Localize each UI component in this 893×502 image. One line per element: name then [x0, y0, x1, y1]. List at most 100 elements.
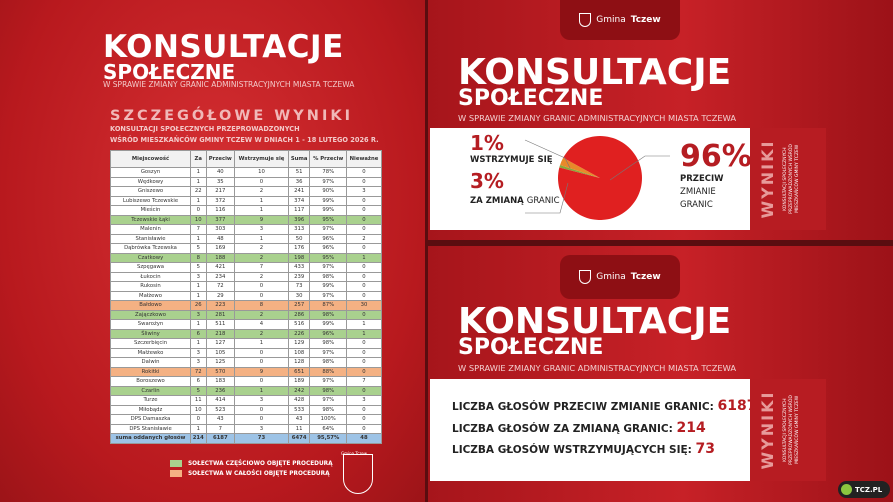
table-cell: 5	[190, 385, 207, 396]
table-row: DPS Stanisławie 1 7 3 11 64% 0	[109, 423, 383, 434]
total-cell: 6187	[205, 433, 236, 444]
label-against-3: GRANIC	[680, 200, 713, 210]
table-cell: 217	[205, 186, 236, 197]
table-cell: 10	[190, 404, 207, 415]
table-cell: 1	[234, 195, 289, 206]
table-cell: 0	[345, 224, 383, 235]
table-cell: 1	[190, 290, 207, 301]
table-cell: 78%	[309, 167, 347, 178]
table-cell: 0	[345, 205, 383, 216]
table-cell: DPS Damaszka	[109, 414, 192, 425]
table-cell: 0	[234, 376, 289, 387]
strip-line: MIESZKAŃCÓW GMINY TCZEW	[795, 144, 800, 214]
table-cell: 6	[190, 328, 207, 339]
legend-swatch	[170, 460, 182, 467]
table-cell: 11	[190, 395, 207, 406]
table-cell: 99%	[309, 195, 347, 206]
table-cell: Czatkowy	[109, 252, 192, 263]
table-cell: DPS Stanisławie	[109, 423, 192, 434]
table-cell: Malenin	[109, 224, 192, 235]
table-cell: Rukosin	[109, 281, 192, 292]
strip-text: KONSULTACJI SPOŁECZNYCH PRZEPROWADZONYCH …	[783, 395, 801, 465]
table-cell: 7	[345, 376, 383, 387]
table-cell: Swarożyn	[109, 319, 192, 330]
table-cell: 1	[345, 328, 383, 339]
count-value: 214	[676, 420, 706, 436]
table-row: Mieścin 0 116 1 117 99% 0	[109, 205, 383, 216]
table-cell: 105	[205, 347, 236, 358]
table-cell: 226	[287, 328, 311, 339]
total-cell: 214	[190, 433, 207, 444]
table-cell: 97%	[309, 290, 347, 301]
pie-slice	[558, 136, 642, 220]
table-cell: 0	[345, 195, 383, 206]
table-cell: 98%	[309, 385, 347, 396]
table-cell: 0	[345, 176, 383, 187]
legend-partial: SOŁECTWA CZĘŚCIOWO OBJĘTE PROCEDURĄ	[170, 460, 333, 467]
table-cell: Mieścin	[109, 205, 192, 216]
table-cell: 0	[345, 366, 383, 377]
table-cell: 396	[287, 214, 311, 225]
table-cell: 26	[190, 300, 207, 311]
table-cell: 0	[234, 290, 289, 301]
table-cell: 97%	[309, 224, 347, 235]
counts-panel: Gmina Tczew KONSULTACJE SPOŁECZNE W SPRAW…	[428, 246, 893, 502]
table-cell: Wędkowy	[109, 176, 192, 187]
table-cell: Tczewskie Łąki	[109, 214, 192, 225]
table-cell: 421	[205, 262, 236, 273]
table-cell: 223	[205, 300, 236, 311]
title-line1: KONSULTACJE	[458, 301, 732, 342]
table-row: Goszyn 1 40 10 51 78% 0	[109, 167, 383, 178]
table-cell: 4	[234, 319, 289, 330]
table-cell: 0	[345, 414, 383, 425]
logo-prefix: Gmina	[596, 272, 626, 282]
coat-of-arms-icon	[579, 13, 592, 27]
table-cell: 3	[190, 357, 207, 368]
table-cell: 1	[234, 338, 289, 349]
logo-name: Tczew	[630, 272, 661, 282]
table-cell: 372	[205, 195, 236, 206]
table-cell: 7	[234, 262, 289, 273]
results-table: Miejscowość Za Przeciw Wstrzymuje się Suma% …	[109, 150, 383, 444]
table-row: Bałdowo 26 223 8 257 87% 30	[109, 300, 383, 311]
table-cell: 108	[287, 347, 311, 358]
table-cell: 51	[287, 167, 311, 178]
table-cell: 0	[345, 404, 383, 415]
table-cell: 35	[205, 176, 236, 187]
table-cell: 117	[287, 205, 311, 216]
table-cell: Dąbrówka Tczewska	[109, 243, 192, 254]
table-cell: 73	[287, 281, 311, 292]
label-abstain-pct: 1%	[470, 131, 504, 155]
table-cell: 0	[345, 243, 383, 254]
tcz-badge[interactable]: TCZ.PL	[838, 481, 890, 498]
table-cell: 1	[234, 233, 289, 244]
table-cell: 428	[287, 395, 311, 406]
table-cell: 99%	[309, 319, 347, 330]
table-cell: 189	[287, 376, 311, 387]
table-cell: 30	[287, 290, 311, 301]
table-cell: 183	[205, 376, 236, 387]
pie-slice	[560, 157, 600, 178]
table-cell: 99%	[309, 281, 347, 292]
table-cell: 6	[190, 376, 207, 387]
table-cell: 533	[287, 404, 311, 415]
column-header: Suma	[287, 150, 311, 168]
table-cell: 3	[234, 224, 289, 235]
table-cell: 286	[287, 309, 311, 320]
table-cell: 511	[205, 319, 236, 330]
table-cell: 127	[205, 338, 236, 349]
total-cell: 73	[234, 433, 289, 444]
table-cell: 0	[234, 281, 289, 292]
legend-full: SOŁECTWA W CAŁOŚCI OBJĘTE PROCEDURĄ	[170, 470, 330, 477]
table-cell: 8	[234, 300, 289, 311]
table-cell: 0	[345, 423, 383, 434]
table-cell: 1	[234, 385, 289, 396]
table-cell: 0	[345, 290, 383, 301]
table-cell: Boroszewo	[109, 376, 192, 387]
table-row: Boroszewo 6 183 0 189 97% 7	[109, 376, 383, 387]
table-cell: 433	[287, 262, 311, 273]
strip-title: WYNIKI	[758, 390, 777, 470]
table-cell: Szpęgawa	[109, 262, 192, 273]
table-cell: 0	[345, 347, 383, 358]
pie-box: 1% WSTRZYMUJE SIĘ 3% ZA ZMIANĄ GRANIC 96…	[430, 128, 752, 230]
